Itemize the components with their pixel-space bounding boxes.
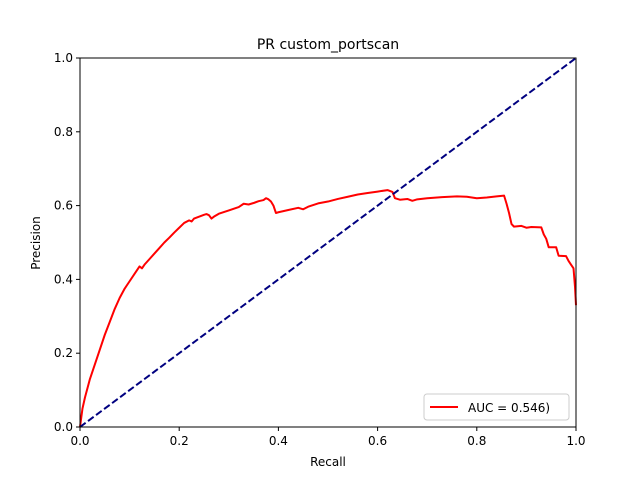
y-tick-label: 0.8 xyxy=(54,125,73,139)
x-tick-label: 0.8 xyxy=(467,434,486,448)
x-tick-label: 0.4 xyxy=(269,434,288,448)
chart-title: PR custom_portscan xyxy=(257,37,399,53)
y-tick-label: 1.0 xyxy=(54,51,73,65)
y-tick-label: 0.2 xyxy=(54,346,73,360)
legend: AUC = 0.546) xyxy=(423,393,570,421)
x-axis-label: Recall xyxy=(310,455,346,469)
x-tick-label: 0.0 xyxy=(70,434,89,448)
y-axis-label: Precision xyxy=(29,216,43,270)
plot-area xyxy=(79,57,577,428)
legend-box xyxy=(423,393,570,421)
y-axis: 0.0 0.2 0.4 0.6 0.8 1.0 xyxy=(54,51,80,434)
y-tick-label: 0.6 xyxy=(54,199,73,213)
x-tick-label: 1.0 xyxy=(566,434,585,448)
x-tick-label: 0.6 xyxy=(368,434,387,448)
x-tick-label: 0.2 xyxy=(170,434,189,448)
y-tick-label: 0.4 xyxy=(54,272,73,286)
y-tick-label: 0.0 xyxy=(54,420,73,434)
legend-label-auc: AUC = 0.546) xyxy=(468,401,550,415)
plot-frame xyxy=(79,57,577,428)
diagonal-reference-line xyxy=(79,57,577,428)
series-line-auc xyxy=(79,189,577,428)
x-axis: 0.0 0.2 0.4 0.6 0.8 1.0 xyxy=(70,427,586,448)
